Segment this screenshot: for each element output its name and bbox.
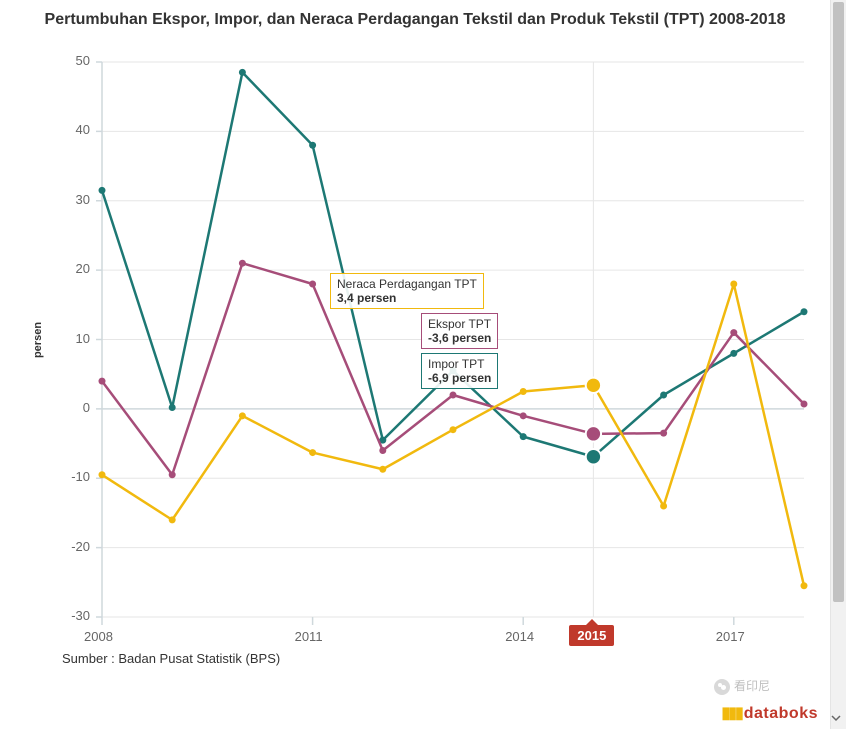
- y-tick-label: -30: [71, 608, 90, 623]
- source-text: Sumber : Badan Pusat Statistik (BPS): [62, 651, 280, 666]
- tooltip-impor: Impor TPT-6,9 persen: [421, 353, 498, 389]
- y-tick-label: 0: [83, 400, 90, 415]
- tooltip-neraca: Neraca Perdagangan TPT3,4 persen: [330, 273, 484, 309]
- y-tick-label: 30: [76, 192, 90, 207]
- vertical-scrollbar[interactable]: [830, 0, 846, 729]
- scrollbar-down-arrow[interactable]: [831, 713, 846, 729]
- y-tick-label: 50: [76, 53, 90, 68]
- y-tick-label: -20: [71, 539, 90, 554]
- x-axis-highlight-label: 2015: [569, 625, 614, 646]
- chart-container: Pertumbuhan Ekspor, Impor, dan Neraca Pe…: [0, 0, 830, 729]
- x-tick-label: 2017: [716, 629, 745, 644]
- watermark: 看印尼: [714, 677, 770, 695]
- y-tick-label: 40: [76, 122, 90, 137]
- y-tick-label: 10: [76, 331, 90, 346]
- x-tick-label: 2008: [84, 629, 113, 644]
- wechat-icon: [714, 679, 730, 695]
- scrollbar-thumb[interactable]: [833, 2, 844, 602]
- x-tick-label: 2014: [505, 629, 534, 644]
- tooltip-ekspor: Ekspor TPT-3,6 persen: [421, 313, 498, 349]
- y-tick-label: 20: [76, 261, 90, 276]
- databoks-logo: ▮▮▮databoks: [721, 703, 818, 723]
- line-chart[interactable]: [0, 0, 830, 729]
- x-tick-label: 2011: [295, 629, 323, 644]
- logo-bars-icon: ▮▮▮: [721, 705, 741, 722]
- y-tick-label: -10: [71, 469, 90, 484]
